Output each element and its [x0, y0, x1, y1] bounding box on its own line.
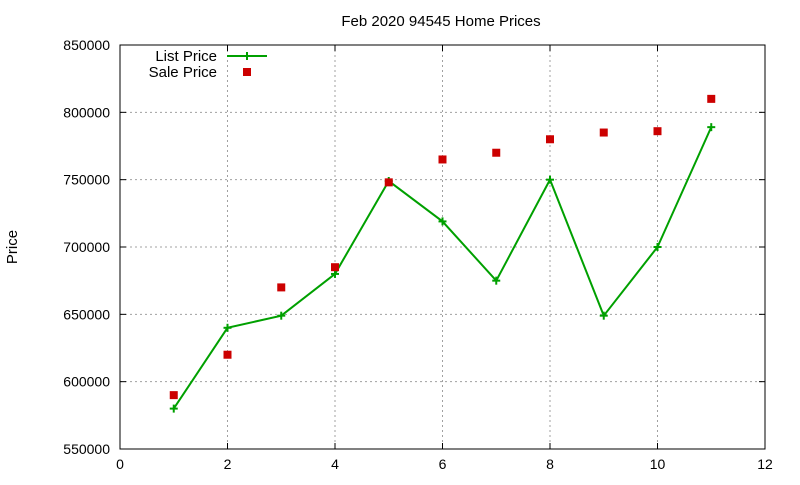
x-tick-label: 0 — [116, 456, 124, 472]
y-tick-label: 550000 — [63, 441, 110, 457]
list-price-point — [169, 404, 178, 413]
y-tick-label: 750000 — [63, 172, 110, 188]
x-tick-label: 6 — [439, 456, 447, 472]
grid — [120, 45, 765, 449]
legend-square-marker — [243, 68, 251, 76]
y-tick-label: 650000 — [63, 306, 110, 322]
y-axis-label: Price — [4, 230, 21, 264]
sale-price-point — [169, 391, 178, 400]
legend-label: Sale Price — [149, 64, 217, 81]
x-tick-label: 2 — [224, 456, 232, 472]
list-price-point — [277, 311, 286, 320]
legend-plus-marker — [243, 52, 251, 60]
x-tick-label: 8 — [546, 456, 554, 472]
sale-price-point — [599, 128, 608, 137]
sale-price-point — [653, 127, 662, 136]
sale-price-point — [438, 155, 447, 164]
series-layer — [169, 94, 716, 413]
list-price-point — [492, 276, 501, 285]
sale-price-point — [492, 148, 501, 157]
list-price-point — [653, 243, 662, 251]
chart-title: Feb 2020 94545 Home Prices — [341, 13, 540, 30]
legend-entry-0: List Price — [155, 48, 267, 65]
sale-price-point — [546, 135, 554, 144]
series-1 — [169, 94, 716, 400]
list-price-point — [438, 217, 447, 226]
sale-price-point — [277, 283, 286, 292]
list-price-point — [599, 311, 608, 320]
x-axis: 0 2 4 6 8 10 12 — [116, 45, 773, 472]
x-tick-label: 4 — [331, 456, 339, 472]
list-price-point — [546, 175, 554, 184]
list-price-point — [331, 269, 339, 278]
y-tick-label: 850000 — [63, 37, 110, 53]
y-tick-label: 800000 — [63, 104, 110, 120]
series-0 — [169, 123, 716, 413]
y-axis: 550000 600000 650000 700000 750000 800000 8500… — [63, 37, 765, 457]
list-price-point — [223, 323, 232, 332]
x-tick-label: 10 — [650, 456, 666, 472]
legend-label: List Price — [155, 48, 217, 65]
sale-price-point — [223, 350, 232, 359]
x-tick-label: 12 — [757, 456, 773, 472]
y-tick-label: 600000 — [63, 374, 110, 390]
legend-entry-1: Sale Price — [149, 64, 251, 81]
list-price-point — [707, 123, 716, 132]
sale-price-point — [707, 94, 716, 103]
y-tick-label: 700000 — [63, 239, 110, 255]
sale-price-point — [331, 263, 339, 272]
sale-price-point — [384, 178, 393, 187]
